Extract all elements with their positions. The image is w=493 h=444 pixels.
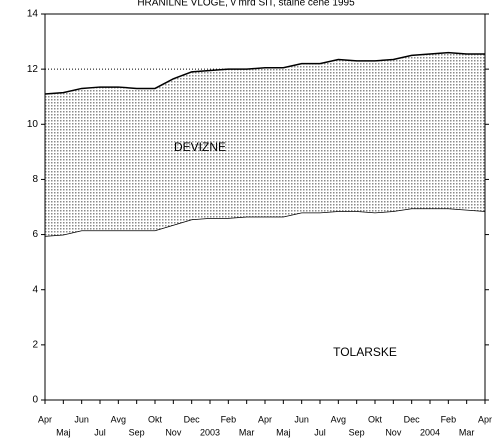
area (45, 52, 485, 236)
x-tick-label: Okt (368, 414, 383, 424)
x-tick-label: Nov (165, 427, 182, 437)
x-tick-label: 2003 (200, 427, 220, 437)
x-tick-label: Dec (404, 414, 421, 424)
y-tick-label: 12 (27, 64, 39, 75)
y-tick-label: 14 (27, 9, 39, 20)
x-tick-label: Mar (459, 427, 475, 437)
x-tick-label: Avg (331, 414, 346, 424)
x-tick-label: Maj (276, 427, 291, 437)
x-tick-label: Jul (314, 427, 326, 437)
x-tick-label: Okt (148, 414, 163, 424)
y-tick-label: 6 (32, 229, 38, 240)
area-edge (44, 51, 485, 95)
x-tick-label: Mar (239, 427, 255, 437)
x-tick-label: Apr (38, 414, 52, 424)
x-tick-label: Dec (184, 414, 201, 424)
x-tick-label: Feb (221, 414, 237, 424)
x-tick-label: Apr (258, 414, 272, 424)
y-tick-label: 2 (32, 339, 38, 350)
area-label: DEVIZNE (174, 140, 226, 154)
x-tick-label: Jul (94, 427, 106, 437)
x-tick-label: Sep (129, 427, 145, 437)
y-tick-label: 0 (32, 395, 38, 406)
x-tick-label: Nov (385, 427, 402, 437)
chart-title: HRANILNE VLOGE, v mrd SIT, stalne cene 1… (137, 0, 355, 9)
x-tick-label: Jun (294, 414, 309, 424)
x-tick-label: Sep (349, 427, 365, 437)
x-tick-label: Jun (74, 414, 89, 424)
x-tick-label: Apr (478, 414, 492, 424)
x-tick-label: Avg (111, 414, 126, 424)
x-tick-label: 2004 (420, 427, 440, 437)
x-tick-label: Maj (56, 427, 71, 437)
area (45, 208, 485, 400)
y-tick-label: 10 (27, 119, 39, 130)
x-tick-label: Feb (441, 414, 457, 424)
area-label: TOLARSKE (333, 345, 397, 359)
y-tick-label: 4 (32, 284, 38, 295)
y-tick-label: 8 (32, 174, 38, 185)
